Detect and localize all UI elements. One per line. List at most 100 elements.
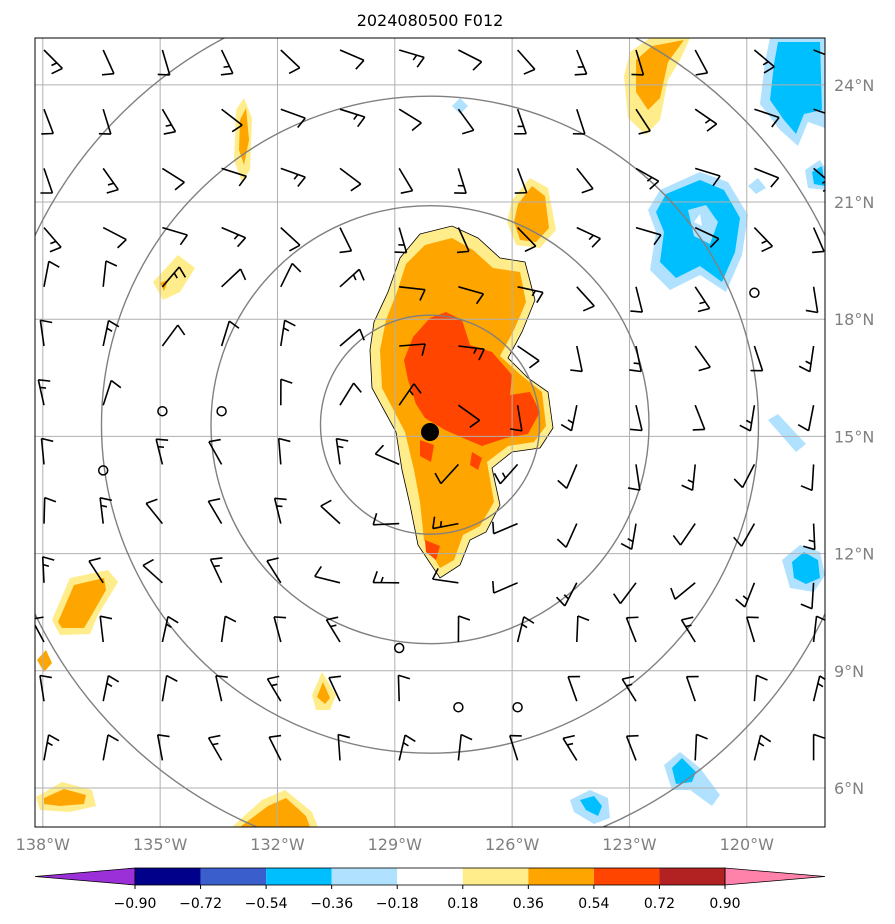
contour-line [369,225,554,579]
colorbar-segment [135,868,201,885]
wind-barb [397,674,411,702]
latitude-tick-labels: 6°N 9°N 12°N 15°N 18°N 21°N 24°N [834,76,874,798]
colorbar-tick-label: −0.36 [310,896,353,912]
wind-barb [620,523,637,550]
wind-barb [576,167,594,194]
wind-barb [43,49,63,75]
wind-barb [398,383,422,406]
wind-barb [40,437,54,465]
colorbar-tick-label: 0.72 [644,896,675,912]
wind-barb [339,268,365,288]
wind-barb [635,167,660,190]
wind-barb [280,167,306,188]
wind-barb [434,463,459,485]
wind-barb [35,616,45,643]
wind-barb [43,734,60,761]
wind-barb [556,523,578,548]
wind-barb [399,286,426,301]
neg-east-streak [768,414,806,452]
colorbar-segment [200,868,267,885]
wind-barb [339,382,362,406]
wind-barb [457,404,481,428]
lon-tick-label: 138°W [16,835,71,854]
wind-barb [753,734,772,761]
contour-fill-0.54-small2 [470,452,482,470]
wind-barb [99,497,113,524]
lat-tick-label: 12°N [834,545,874,564]
colorbar-segment [593,868,660,885]
colorbar-tick-label: 0.54 [578,896,609,912]
wind-barb [102,379,122,406]
lon-tick-label: 135°W [133,835,188,854]
wind-barb [516,616,535,643]
wind-barb [220,320,240,347]
patch-south-mid-core [317,682,330,704]
wind-barb [102,226,127,249]
wind-barb [161,324,186,347]
range-ring [319,314,541,535]
wind-barb [672,523,696,546]
wind-barb [612,582,637,605]
wind-barb [161,615,179,643]
wind-barb [681,464,696,491]
wind-barb [372,513,400,526]
patch-ne-top-core [636,40,684,110]
wind-barb [514,168,528,194]
lon-tick-label: 132°W [250,835,305,854]
wind-barb [572,108,586,135]
patch-south-bottom-core [240,798,310,827]
range-ring [100,95,760,754]
wind-barb [102,260,118,287]
colorbar-tick-label: 0.18 [447,896,478,912]
wind-barb [314,565,341,584]
colorbar-frame [134,867,726,886]
wind-barb [280,49,301,75]
wind-barb [694,286,711,313]
wind-barb [398,734,416,761]
wind-barb [398,167,414,194]
wind-barb [41,556,55,583]
wind-barb [635,108,651,135]
wind-barb [157,49,171,76]
wind-barb [812,615,825,643]
wind-barb [797,405,815,432]
lat-tick-label: 18°N [834,310,874,329]
wind-barb [39,674,52,702]
wind-barb [208,438,223,465]
wind-barb [750,345,764,372]
patch-mid-east-core [514,186,549,242]
wind-barb [630,286,644,313]
wind-barb [754,167,780,188]
lat-tick-label: 15°N [834,427,874,446]
central-positive-area [369,225,554,579]
wind-barb [491,581,518,594]
wind-barb [805,286,819,314]
wind-barb [273,497,287,524]
wind-barb [694,108,718,132]
wind-barb [798,345,815,373]
wind-barb [576,615,590,643]
wind-barb [562,734,578,761]
wind-barb [733,464,756,489]
wind-barb [685,675,699,702]
wind-barb [102,734,119,761]
wind-barb [102,167,119,194]
wind-barb [694,733,708,761]
contour-fill-0.54-small3 [425,540,440,560]
colorbar-segment [266,868,332,885]
wind-barb [812,733,825,761]
neg-east-small [748,178,766,194]
calm-circle [453,701,464,713]
wind-barb [753,674,768,702]
wind-barb [40,168,54,194]
wind-barb [745,616,759,643]
lon-tick-label: 126°W [485,835,540,854]
wind-barb [221,167,248,187]
wind-barb [398,108,422,132]
neg-east-lower-core [792,552,820,584]
wind-barb [98,108,112,135]
wind-barb [514,108,527,135]
contour-fill-0.54-small [420,440,434,462]
wind-barb [456,227,470,254]
